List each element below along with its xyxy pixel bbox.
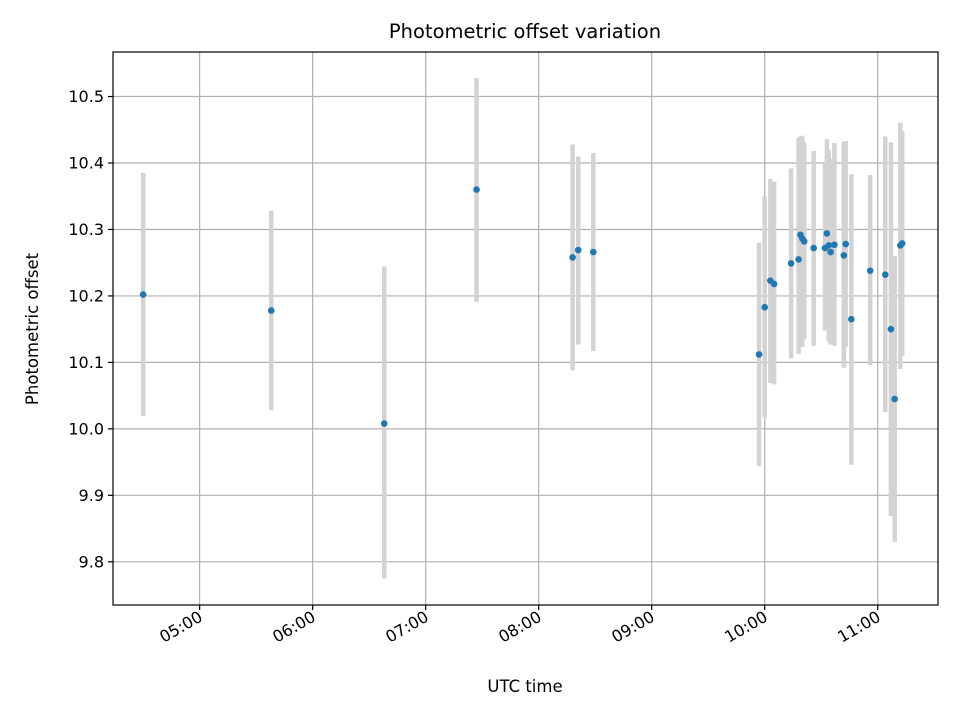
data-point xyxy=(473,186,480,193)
data-point xyxy=(574,246,582,254)
y-tick-label: 9.9 xyxy=(79,486,104,505)
grid-layer xyxy=(113,52,938,605)
data-point xyxy=(590,248,597,256)
y-tick-label: 10.0 xyxy=(68,419,104,438)
data-point xyxy=(881,271,889,278)
data-point xyxy=(848,315,855,323)
data-point xyxy=(755,351,763,358)
data-point xyxy=(810,244,817,252)
data-point xyxy=(795,256,802,263)
chart-title: Photometric offset variation xyxy=(389,20,661,43)
data-point xyxy=(831,241,838,249)
data-point xyxy=(139,291,147,298)
data-point xyxy=(380,420,388,427)
data-point xyxy=(887,325,895,333)
data-point xyxy=(800,238,808,245)
data-point xyxy=(787,260,795,267)
y-tick-label: 10.5 xyxy=(68,87,104,106)
data-point xyxy=(891,395,898,403)
x-axis-label: UTC time xyxy=(487,677,562,696)
data-point xyxy=(825,242,833,249)
data-point xyxy=(823,230,831,237)
y-tick-label: 10.1 xyxy=(68,353,104,372)
data-point xyxy=(840,252,848,259)
data-point xyxy=(866,267,874,274)
y-tick-label: 10.4 xyxy=(68,153,104,172)
y-tick-label: 9.8 xyxy=(79,552,104,571)
data-point xyxy=(827,248,834,256)
data-point xyxy=(770,280,778,288)
data-point xyxy=(569,254,576,261)
marker-layer xyxy=(139,186,906,427)
data-point xyxy=(898,240,906,247)
y-tick-label: 10.2 xyxy=(68,286,104,305)
data-point xyxy=(842,240,850,248)
data-point xyxy=(761,303,769,311)
y-tick-label: 10.3 xyxy=(68,220,104,239)
data-point xyxy=(267,307,275,314)
y-axis-label: Photometric offset xyxy=(23,252,42,405)
plot-frame xyxy=(112,51,939,606)
